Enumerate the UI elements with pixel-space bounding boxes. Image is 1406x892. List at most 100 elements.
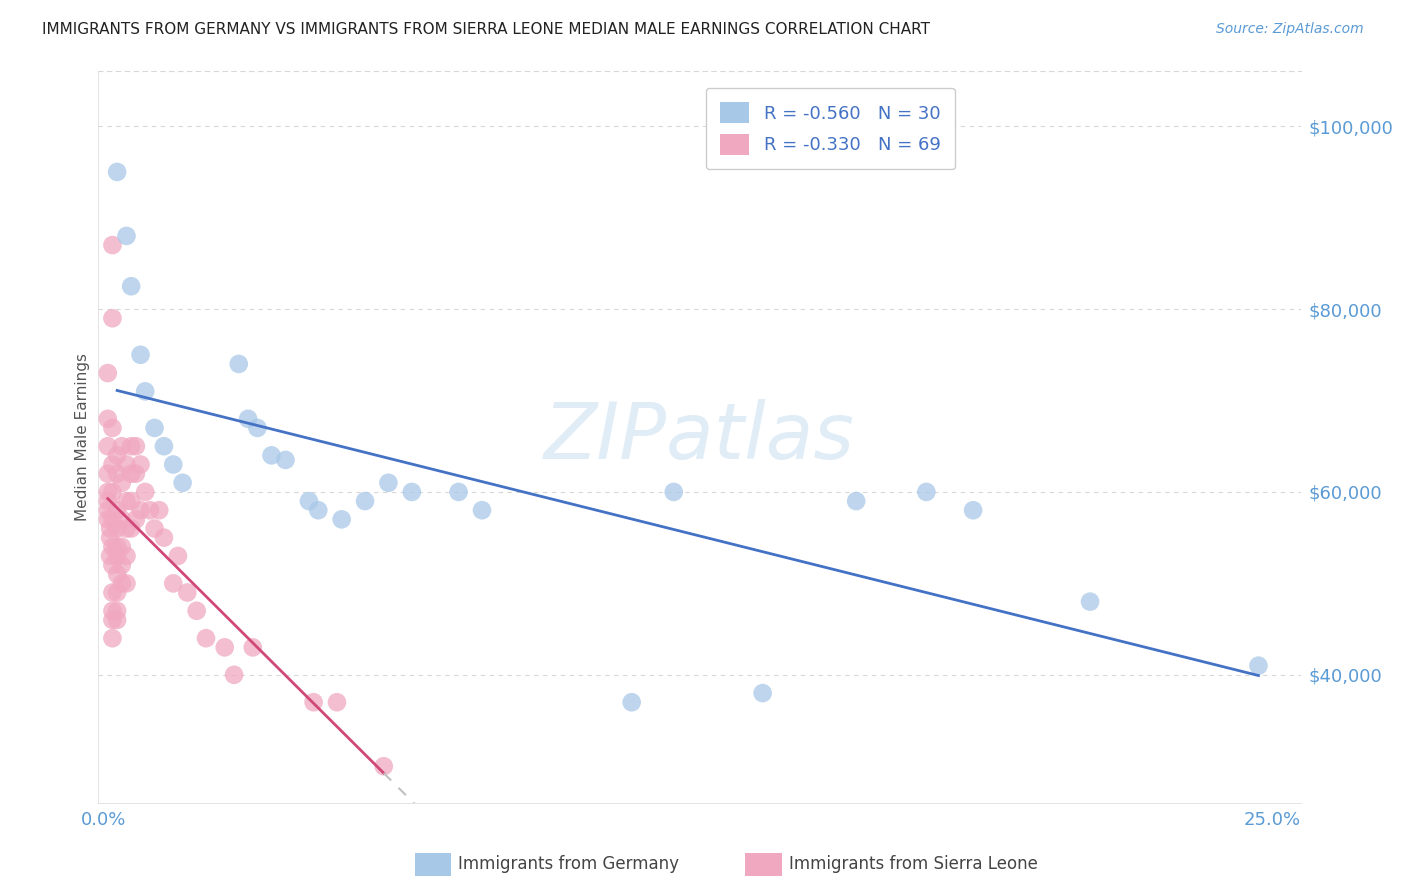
Point (111, 439, 134, 453)
Point (120, 494, 142, 508)
Point (105, 540, 128, 554)
Point (354, 494, 377, 508)
Point (167, 549, 190, 563)
Point (274, 453, 297, 467)
Point (115, 458, 138, 472)
Point (214, 640, 236, 655)
Point (222, 667, 245, 681)
Point (105, 448, 128, 462)
Point (129, 348, 152, 362)
Point (120, 521, 142, 535)
Point (373, 759, 395, 773)
Point (105, 503, 128, 517)
Point (1078, 594, 1101, 608)
Point (101, 512, 124, 526)
Point (97, 366, 120, 380)
Point (1247, 658, 1270, 673)
Point (98, 531, 121, 545)
Point (260, 448, 283, 462)
Point (139, 503, 162, 517)
Point (125, 439, 148, 453)
Point (101, 604, 124, 618)
Point (298, 494, 321, 508)
Point (845, 494, 868, 508)
Point (105, 585, 128, 599)
Point (101, 238, 124, 252)
Text: Source: ZipAtlas.com: Source: ZipAtlas.com (1216, 22, 1364, 37)
Point (143, 521, 166, 535)
Point (302, 695, 325, 709)
Point (162, 576, 184, 591)
Point (236, 411, 259, 425)
Point (447, 484, 470, 499)
Point (125, 467, 148, 481)
Text: Immigrants from Sierra Leone: Immigrants from Sierra Leone (789, 855, 1038, 873)
Point (471, 503, 494, 517)
Text: ZIPatlas: ZIPatlas (544, 399, 855, 475)
Point (97, 512, 120, 526)
Point (105, 549, 128, 563)
Point (97, 467, 120, 481)
Point (242, 640, 264, 655)
Point (111, 475, 134, 490)
Point (153, 439, 176, 453)
Text: Immigrants from Germany: Immigrants from Germany (458, 855, 679, 873)
Point (101, 421, 124, 435)
Point (148, 503, 170, 517)
Point (111, 540, 134, 554)
Point (326, 695, 349, 709)
Point (97, 411, 120, 425)
Point (115, 494, 138, 508)
Point (134, 384, 156, 399)
Point (915, 484, 938, 499)
Point (377, 475, 399, 490)
Point (751, 686, 773, 700)
Point (105, 604, 128, 618)
Point (134, 484, 156, 499)
Point (172, 475, 194, 490)
Point (101, 631, 124, 645)
Point (105, 467, 128, 481)
Point (228, 357, 250, 371)
Point (246, 421, 269, 435)
Point (98, 521, 121, 535)
Point (105, 521, 128, 535)
Point (129, 503, 152, 517)
Point (97, 503, 120, 517)
Point (162, 458, 184, 472)
Point (120, 279, 142, 293)
Text: IMMIGRANTS FROM GERMANY VS IMMIGRANTS FROM SIERRA LEONE MEDIAN MALE EARNINGS COR: IMMIGRANTS FROM GERMANY VS IMMIGRANTS FR… (42, 22, 931, 37)
Point (105, 567, 128, 582)
Point (111, 558, 134, 573)
Point (101, 540, 124, 554)
Point (120, 439, 142, 453)
Point (176, 585, 198, 599)
Point (307, 503, 329, 517)
Point (97, 484, 120, 499)
Legend: R = -0.560   N = 30, R = -0.330   N = 69: R = -0.560 N = 30, R = -0.330 N = 69 (706, 87, 955, 169)
Point (330, 512, 353, 526)
Point (115, 576, 138, 591)
Point (111, 512, 134, 526)
Point (620, 695, 643, 709)
Point (143, 421, 166, 435)
Point (401, 484, 423, 499)
Point (101, 585, 124, 599)
Point (101, 484, 124, 499)
Point (125, 512, 148, 526)
Point (97, 494, 120, 508)
Point (153, 531, 176, 545)
Point (111, 576, 134, 591)
Point (120, 467, 142, 481)
Point (105, 613, 128, 627)
Point (115, 521, 138, 535)
Point (105, 165, 128, 179)
Point (101, 458, 124, 472)
Point (97, 439, 120, 453)
Point (662, 484, 685, 499)
Point (101, 311, 124, 326)
Point (98, 549, 121, 563)
Point (195, 631, 218, 645)
Point (962, 503, 984, 517)
Y-axis label: Median Male Earnings: Median Male Earnings (75, 353, 90, 521)
